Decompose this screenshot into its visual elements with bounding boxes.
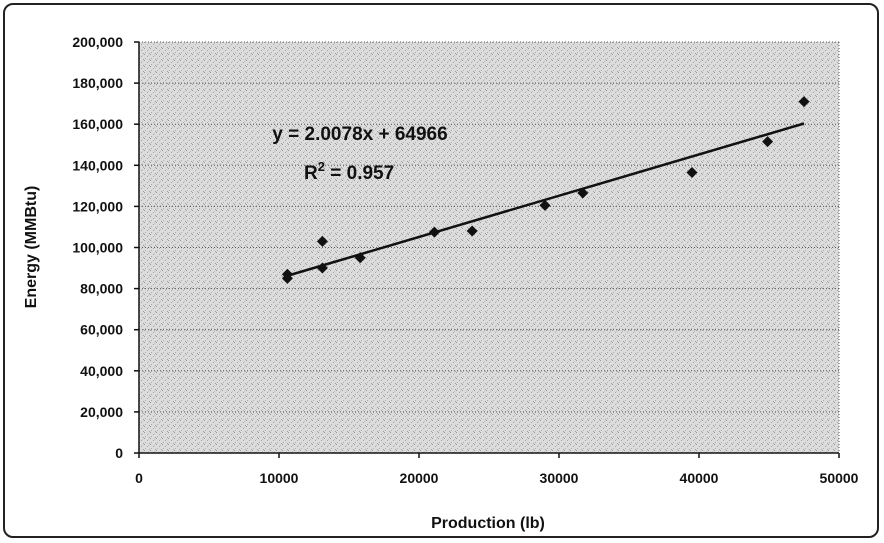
data-points (281, 96, 810, 284)
y-tick-label: 140,000 (72, 157, 123, 173)
x-tick-label: 30000 (540, 470, 579, 486)
x-tick-label: 20000 (400, 470, 439, 486)
data-point (428, 226, 440, 238)
y-tick-label: 0 (115, 445, 123, 461)
x-tick-labels: 0 10000 20000 30000 40000 50000 (135, 470, 859, 486)
data-point (762, 136, 774, 148)
y-tick-label: 80,000 (80, 281, 123, 297)
data-point (281, 268, 293, 280)
data-point (539, 199, 551, 211)
y-tick-label: 180,000 (72, 75, 123, 91)
y-tick-label: 100,000 (72, 240, 123, 256)
x-tick-label: 0 (135, 470, 143, 486)
y-tick-label: 200,000 (72, 34, 123, 50)
y-tick-label: 40,000 (80, 363, 123, 379)
y-tick-labels: 0 20,000 40,000 60,000 80,000 100,000 120,000 1… (72, 34, 123, 461)
x-tick-label: 40000 (680, 470, 719, 486)
data-point (466, 225, 478, 237)
gridlines (139, 41, 840, 453)
r-squared-label: R2 = 0.957 (304, 159, 394, 184)
y-tick-label: 20,000 (80, 404, 123, 420)
data-point (316, 235, 328, 247)
y-axis-title: Energy (MMBtu) (23, 186, 40, 309)
x-tick-label: 50000 (820, 470, 859, 486)
data-point (316, 262, 328, 274)
trendline (287, 122, 805, 277)
x-tick-label: 10000 (260, 470, 299, 486)
trendline-equation: y = 2.0078x + 64966 (272, 124, 447, 145)
y-tick-label: 160,000 (72, 116, 123, 132)
plot-area (139, 42, 839, 453)
data-point (354, 252, 366, 264)
data-point (686, 166, 698, 178)
data-point (798, 96, 810, 108)
y-tick-label: 60,000 (80, 322, 123, 338)
y-tick-label: 120,000 (72, 198, 123, 214)
data-point (577, 187, 589, 199)
x-axis-title: Production (lb) (431, 515, 545, 532)
axes (134, 41, 840, 458)
